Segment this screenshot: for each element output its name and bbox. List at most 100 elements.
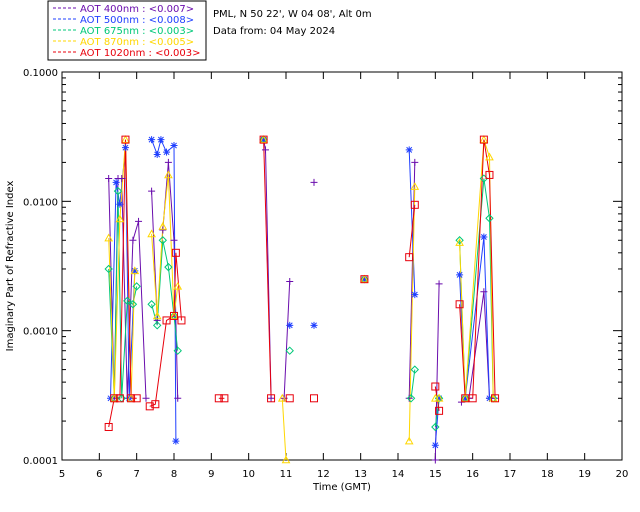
data-point-triangle (410, 182, 420, 190)
y-axis: 0.0001 0.0010 0.0100 0.1000 (23, 68, 622, 467)
data-point-plus (129, 236, 137, 244)
data-point-triangle (281, 455, 291, 464)
y-tick-label: 0.0010 (23, 327, 58, 338)
data-point-plus (435, 280, 443, 288)
data-point-diamond (123, 296, 132, 306)
series-line-5 (263, 139, 272, 399)
x-tick-label: 13 (354, 469, 367, 480)
data-point-plus (170, 236, 178, 244)
data-point-square (171, 248, 180, 257)
x-axis: 5 6 7 8 9 10 11 12 13 14 15 16 17 18 19 20 (59, 72, 629, 480)
data-point-square (132, 394, 141, 403)
data-point-triangle (104, 233, 114, 242)
header-location: PML, N 50 22', W 04 08', Alt 0m (213, 9, 372, 20)
data-point-triangle (158, 221, 168, 230)
data-point-star (153, 151, 161, 159)
data-point-diamond (132, 282, 141, 291)
data-point-triangle (434, 393, 444, 402)
data-point-plus (159, 226, 167, 234)
data-point-square (220, 394, 229, 403)
x-tick-label: 20 (616, 469, 629, 480)
data-point-plus (310, 178, 318, 186)
x-tick-label: 17 (504, 469, 517, 480)
series-markers (104, 135, 500, 464)
data-point-triangle (455, 238, 464, 246)
data-point-diamond (431, 422, 440, 432)
x-axis-title: Time (GMT) (312, 482, 371, 493)
legend-label: AOT 870nm : <0.005> (80, 37, 194, 48)
data-point-diamond (285, 346, 294, 355)
data-point-square (127, 394, 136, 403)
series-line-2 (459, 236, 490, 399)
x-tick-label: 12 (317, 469, 330, 480)
data-point-triangle (460, 393, 470, 402)
x-tick-label: 10 (242, 469, 255, 480)
series-line-1 (283, 281, 291, 399)
x-tick-label: 8 (171, 469, 177, 480)
data-point-triangle (115, 214, 125, 223)
data-point-square (479, 135, 488, 144)
series-line-5 (459, 139, 496, 399)
data-point-diamond (406, 394, 416, 403)
data-point-star (260, 136, 268, 144)
data-point-star (435, 394, 443, 402)
data-point-star (286, 321, 294, 329)
data-point-triangle (360, 274, 369, 283)
data-point-square (151, 400, 160, 409)
series-line-3 (151, 240, 179, 351)
data-point-plus (174, 394, 182, 402)
series-line-4 (281, 398, 287, 461)
data-point-plus (142, 394, 150, 402)
data-point-triangle (277, 393, 287, 402)
data-point-triangle (169, 311, 179, 320)
data-point-star (131, 267, 139, 275)
data-point-triangle (130, 266, 140, 275)
series-line-2 (408, 149, 416, 295)
data-point-triangle (164, 170, 173, 179)
data-point-diamond (164, 262, 173, 272)
data-point-plus (118, 175, 126, 183)
data-point-square (162, 316, 171, 325)
data-point-star (148, 136, 156, 144)
legend-label: AOT 500nm : <0.008> (80, 15, 194, 26)
data-point-star (456, 271, 464, 279)
data-point-square (360, 275, 369, 284)
data-point-star (121, 144, 129, 152)
series-line-1 (434, 283, 440, 461)
data-point-diamond (455, 236, 464, 245)
data-point-star (480, 233, 488, 241)
data-point-square (410, 200, 419, 209)
legend-label: AOT 675nm : <0.003> (80, 26, 194, 37)
x-tick-label: 15 (429, 469, 442, 480)
data-point-square (431, 382, 440, 391)
data-point-star (405, 146, 413, 154)
data-point-star (163, 148, 171, 156)
x-tick-label: 6 (96, 469, 102, 480)
x-tick-label: 11 (280, 469, 293, 480)
data-point-triangle (173, 281, 183, 290)
plot-frame (61, 71, 623, 461)
series-line-3 (410, 369, 416, 399)
data-point-star (172, 437, 180, 445)
data-point-triangle (147, 229, 156, 238)
y-tick-label: 0.1000 (23, 68, 58, 79)
data-point-square (485, 170, 494, 179)
data-point-triangle (121, 135, 130, 143)
data-point-star (431, 441, 439, 449)
header-date: Data from: 04 May 2024 (213, 26, 335, 37)
x-tick-label: 18 (541, 469, 554, 480)
data-point-triangle (259, 135, 268, 143)
data-point-square (405, 253, 414, 262)
series-line-4 (108, 139, 136, 399)
x-tick-label: 9 (208, 469, 214, 480)
data-point-star (310, 321, 318, 329)
data-point-diamond (152, 321, 162, 330)
data-point-diamond (128, 300, 138, 309)
data-point-star (411, 291, 419, 299)
data-point-square (177, 316, 186, 325)
data-point-square (267, 394, 276, 403)
data-point-plus (286, 277, 294, 285)
series-line-1 (151, 162, 179, 399)
data-point-diamond (113, 186, 123, 196)
